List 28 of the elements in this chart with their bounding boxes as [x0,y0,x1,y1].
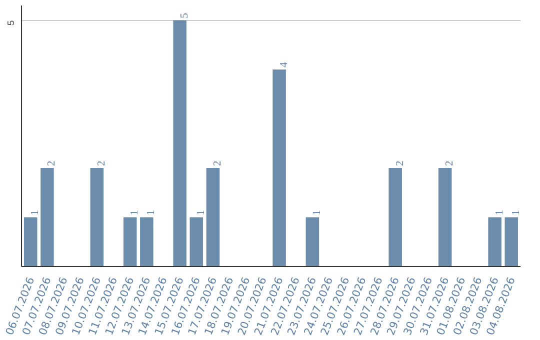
bar [438,168,452,266]
bar [40,168,54,266]
bar [140,217,154,266]
bar [306,217,320,266]
data-label: 1 [130,210,141,216]
bar [173,20,186,266]
data-label: 1 [494,210,506,216]
bar [272,70,286,266]
data-label: 1 [510,210,522,216]
bar [388,168,402,266]
data-label: 2 [46,160,58,166]
bar [24,217,38,266]
data-label: 5 [179,12,190,18]
bar [504,217,518,266]
data-label: 1 [146,210,158,216]
data-label: 1 [196,210,207,216]
data-label: 2 [96,160,108,166]
data-label: 2 [444,160,456,166]
data-label: 2 [394,160,406,166]
bar [206,168,220,266]
bar [190,217,204,266]
bar [123,217,137,266]
bar [90,168,104,266]
data-label: 2 [212,160,224,166]
bar [488,217,502,266]
data-label: 4 [278,62,290,68]
data-label: 1 [312,210,323,216]
data-label: 1 [30,210,42,216]
